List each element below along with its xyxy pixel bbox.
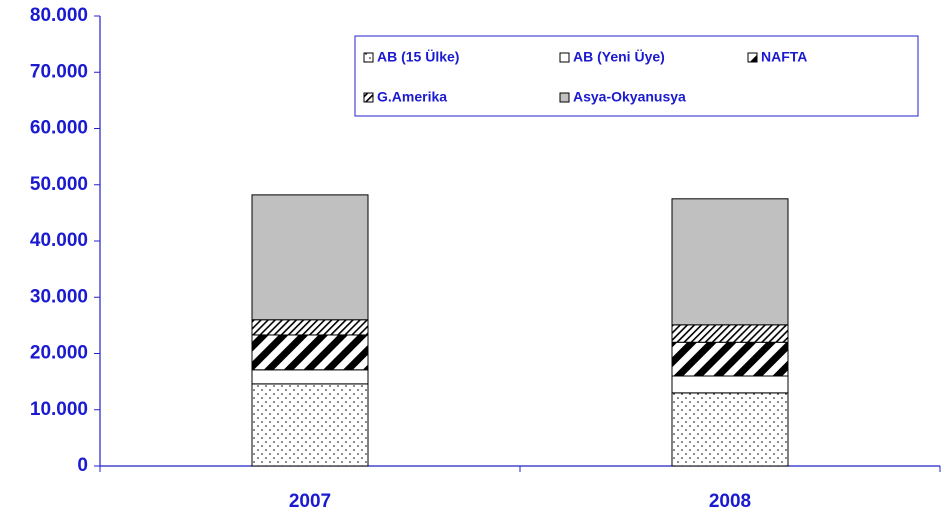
y-tick-label: 50.000 — [30, 174, 88, 195]
legend-label: AB (15 Ülke) — [377, 49, 459, 65]
bar-segment — [671, 375, 789, 394]
bar-segment — [671, 392, 789, 467]
bar-segment — [671, 324, 789, 343]
y-tick-label: 60.000 — [30, 118, 88, 139]
legend-label: NAFTA — [761, 49, 807, 65]
y-tick-label: 0 — [77, 455, 88, 476]
bar-segment — [251, 383, 369, 467]
y-tick-label: 10.000 — [30, 399, 88, 420]
y-tick-label: 80.000 — [30, 5, 88, 26]
legend-label: Asya-Okyanusya — [573, 89, 686, 105]
x-tick-label: 2007 — [289, 491, 331, 512]
bar-segment — [671, 198, 789, 326]
legend-swatch — [363, 52, 374, 63]
bar-segment — [671, 341, 789, 377]
y-tick-label: 20.000 — [30, 343, 88, 364]
y-tick-label: 40.000 — [30, 230, 88, 251]
y-tick-label: 30.000 — [30, 286, 88, 307]
legend-swatch — [363, 92, 374, 103]
y-tick-label: 70.000 — [30, 61, 88, 82]
bar-segment — [251, 334, 369, 371]
bar-segment — [251, 194, 369, 321]
legend-swatch — [747, 52, 758, 63]
x-tick-label: 2008 — [709, 491, 751, 512]
bar-segment — [251, 369, 369, 385]
legend-label: AB (Yeni Üye) — [573, 49, 665, 65]
legend-swatch — [559, 52, 570, 63]
legend-label: G.Amerika — [377, 89, 447, 105]
bar-segment — [251, 319, 369, 336]
legend-swatch — [559, 92, 570, 103]
legend-box — [354, 35, 919, 117]
